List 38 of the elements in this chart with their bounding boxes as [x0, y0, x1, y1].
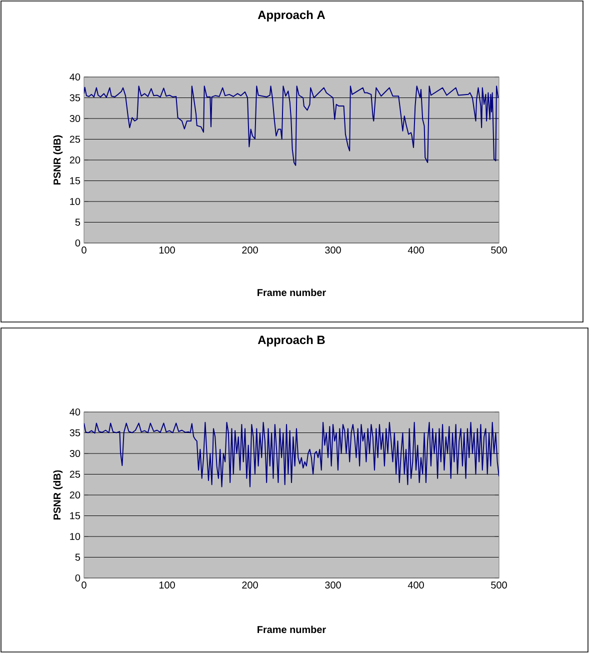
x-tick-label: 300 [325, 582, 341, 589]
chart-title: Approach A [258, 10, 326, 22]
y-tick-label: 30 [70, 114, 80, 122]
y-tick-label: 40 [70, 408, 80, 416]
x-tick-label: 400 [408, 582, 424, 589]
y-tick-label: 20 [70, 156, 80, 164]
y-axis-title: PSNR (dB) [53, 135, 63, 184]
x-tick-label: 500 [491, 582, 507, 589]
x-axis-title: Frame number [258, 288, 326, 296]
x-tick-label: 300 [325, 246, 341, 254]
y-tick-label: 10 [70, 532, 80, 540]
x-tick-label: 500 [491, 246, 507, 254]
y-tick-label: 35 [70, 429, 80, 436]
y-tick-label: 15 [70, 512, 80, 520]
y-tick-label: 0 [75, 574, 80, 582]
y-tick-label: 35 [70, 94, 80, 102]
y-tick-label: 10 [70, 198, 80, 206]
chart-title: Approach B [258, 335, 325, 346]
x-tick-label: 0 [82, 246, 86, 254]
y-tick-label: 30 [70, 450, 80, 458]
y-tick-label: 25 [70, 470, 80, 478]
x-tick-label: 100 [159, 246, 175, 254]
x-tick-label: 400 [408, 246, 424, 254]
x-axis-title: Frame number [258, 626, 326, 634]
line-series [84, 422, 499, 488]
y-tick-label: 5 [75, 218, 80, 226]
x-tick-label: 200 [242, 246, 258, 254]
y-axis-title: PSNR (dB) [53, 470, 63, 520]
y-tick-label: 25 [70, 136, 80, 143]
x-tick-label: 0 [82, 582, 86, 589]
y-tick-label: 0 [75, 239, 80, 247]
y-tick-label: 5 [75, 554, 80, 561]
y-tick-label: 40 [70, 73, 80, 81]
y-tick-label: 15 [70, 177, 80, 184]
x-tick-label: 200 [242, 582, 258, 589]
y-tick-label: 20 [70, 491, 80, 499]
line-series [84, 86, 499, 166]
x-tick-label: 100 [159, 582, 175, 589]
